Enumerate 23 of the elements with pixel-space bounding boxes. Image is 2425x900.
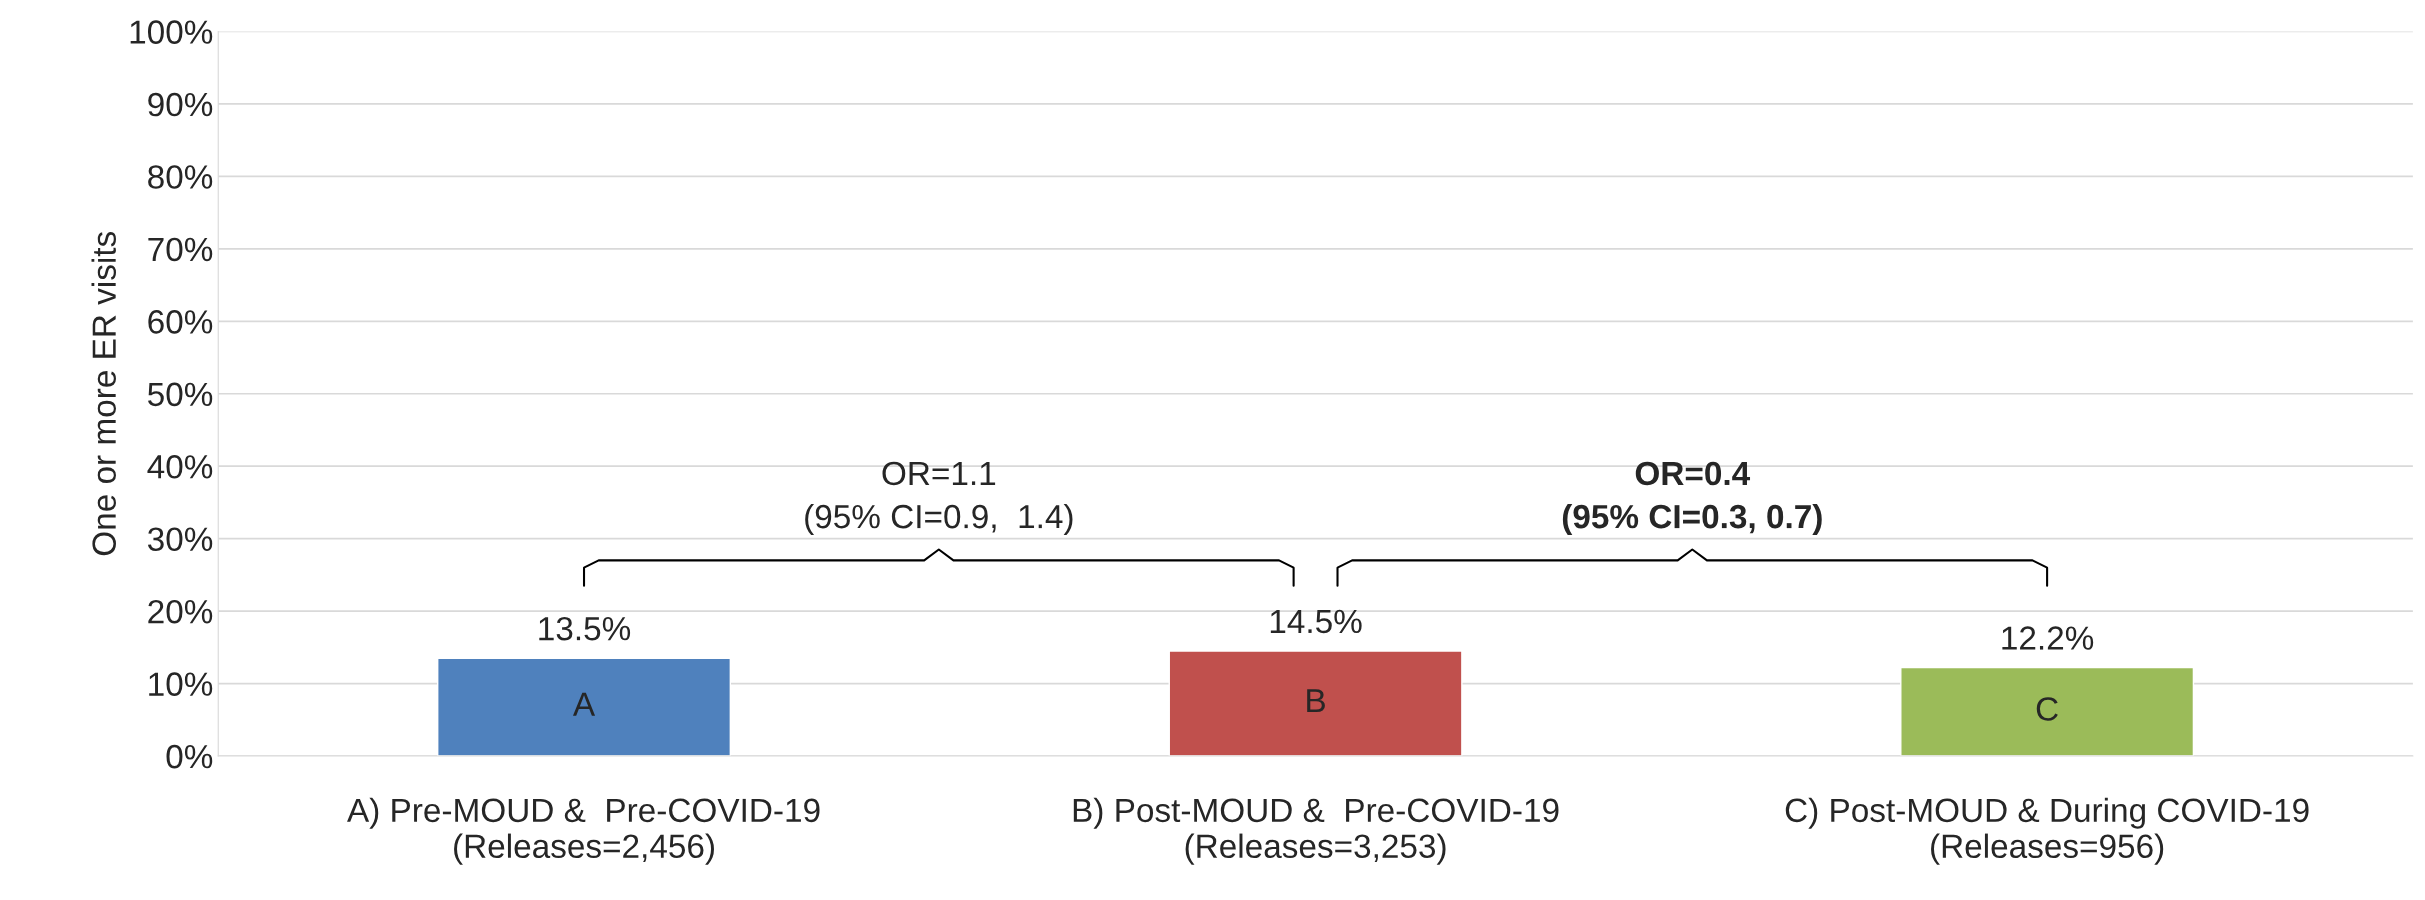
y-tick-label: 20% (148, 599, 213, 624)
x-tick-label: C) Post-MOUD & During COVID-19 (Releases=956) (1785, 797, 2309, 865)
y-axis-title: One or more ER visits (91, 231, 116, 556)
data-label: 14.5% (1270, 609, 1362, 634)
y-tick-label: 70% (148, 237, 213, 262)
y-tick-label: 40% (147, 455, 213, 479)
annotation: OR=1.1 (95% CI=0.9, 1.4) (805, 461, 1073, 536)
y-tick-label: 90% (148, 92, 213, 117)
x-tick-label: A) Pre-MOUD & Pre-COVID-19 (Releases=2,456) (347, 797, 820, 865)
y-tick-label: 0% (166, 744, 213, 769)
annotation: OR=0.4 (95% CI=0.3, 0.7) (1562, 461, 1822, 536)
annotation: A (572, 692, 596, 716)
y-tick-label: 50% (148, 382, 213, 407)
y-tick-label: 80% (148, 165, 213, 189)
annotation: B (1307, 689, 1325, 713)
y-tick-label: 10% (149, 672, 213, 696)
data-label: 12.2% (2002, 626, 2094, 650)
y-tick-label: 100% (130, 20, 213, 44)
annotation: C (2036, 697, 2058, 721)
data-label: 13.5% (539, 616, 631, 641)
y-tick-label: 30% (147, 527, 213, 552)
x-tick-label: B) Post-MOUD & Pre-COVID-19 (Releases=3,253) (1073, 797, 1559, 865)
y-tick-label: 60% (148, 310, 213, 334)
